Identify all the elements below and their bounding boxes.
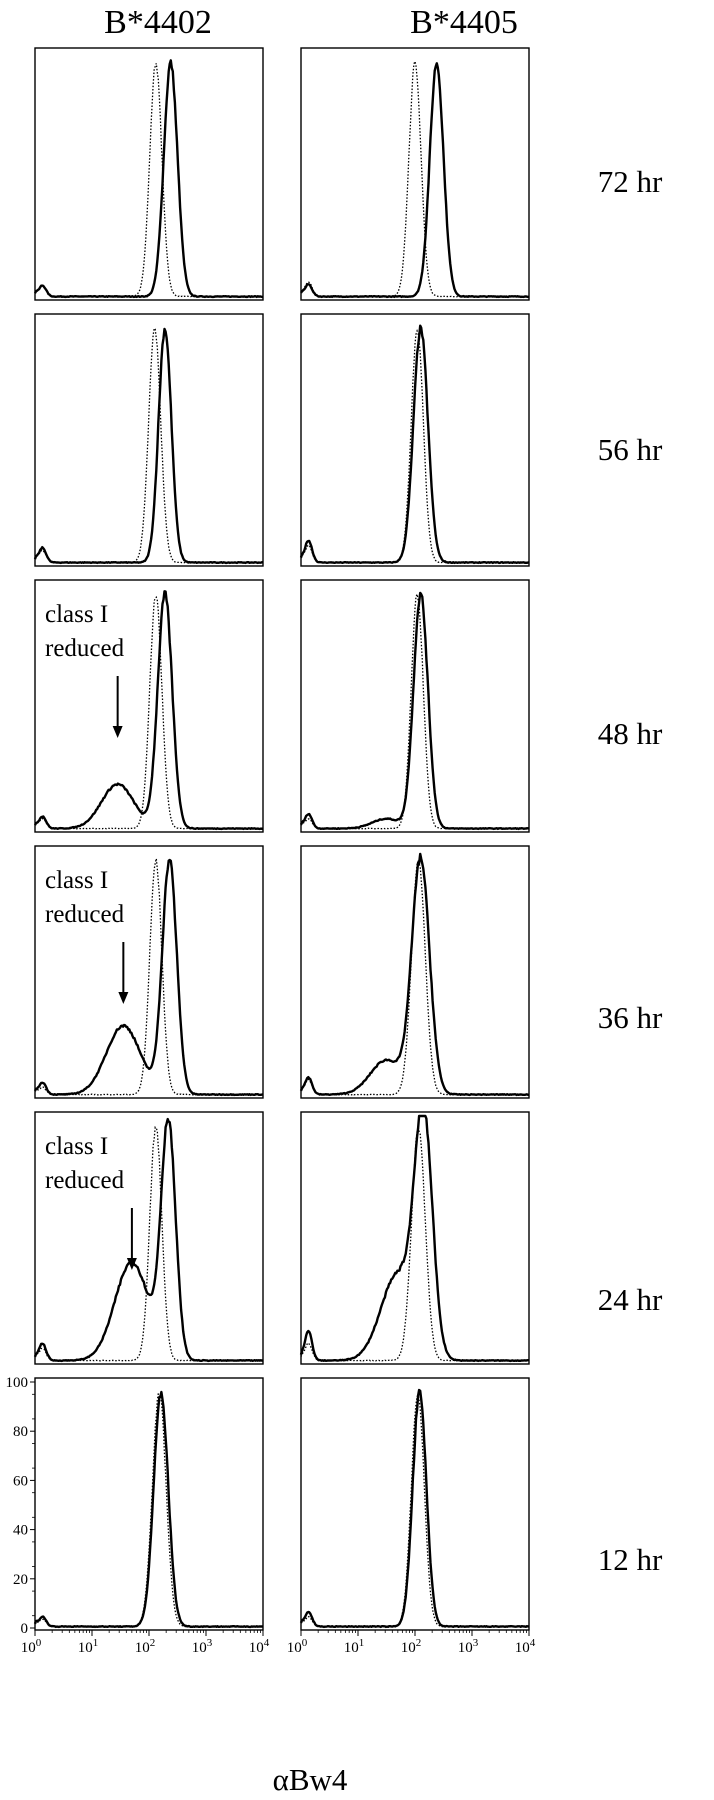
y-tick-label: 40 bbox=[13, 1523, 28, 1539]
panel-b4405-36hr bbox=[299, 845, 530, 1099]
annotation-class-i: class I bbox=[45, 1133, 108, 1160]
panel-b4402-36hr: class I reduced bbox=[33, 845, 264, 1099]
annotation-reduced: reduced bbox=[45, 1167, 125, 1194]
series-solid-line bbox=[299, 324, 530, 565]
time-label-12hr: 12 hr bbox=[598, 1542, 663, 1577]
x-tick-label: 102 bbox=[401, 1637, 422, 1656]
series-solid-line bbox=[33, 327, 264, 565]
series-solid-line bbox=[33, 59, 264, 299]
x-tick-label: 104 bbox=[249, 1637, 270, 1656]
series-solid-line bbox=[299, 852, 530, 1097]
series-dotted-line bbox=[300, 592, 530, 830]
series-solid-line bbox=[300, 62, 530, 299]
panel-b4402-24hr: class I reduced bbox=[33, 1111, 264, 1365]
arrow-head bbox=[112, 726, 123, 738]
time-label-24hr: 24 hr bbox=[598, 1282, 663, 1317]
time-label-72hr: 72 hr bbox=[598, 164, 663, 199]
panel-b4405-72hr bbox=[300, 47, 530, 301]
arrow-head bbox=[126, 1258, 137, 1270]
y-tick-label: 0 bbox=[21, 1621, 29, 1637]
series-solid-line bbox=[33, 1117, 264, 1363]
series-dotted-line bbox=[34, 327, 264, 564]
x-tick-label: 101 bbox=[78, 1637, 99, 1656]
x-tick-label: 103 bbox=[192, 1637, 213, 1656]
panel-frame bbox=[300, 313, 530, 567]
annotation-reduced: reduced bbox=[45, 635, 125, 662]
series-dotted-line bbox=[34, 63, 263, 298]
annotation-reduced: reduced bbox=[45, 901, 125, 928]
panel-frame bbox=[300, 845, 530, 1099]
x-tick-label: 102 bbox=[135, 1637, 156, 1656]
time-label-56hr: 56 hr bbox=[598, 432, 663, 467]
x-axis-label: αBw4 bbox=[273, 1762, 348, 1797]
histogram-panels: class I reduced class I reduced class I reduc… bbox=[6, 47, 536, 1656]
panel-frame bbox=[34, 47, 264, 301]
series-solid-line bbox=[299, 1114, 530, 1363]
series-solid-line bbox=[299, 591, 530, 831]
y-tick-label: 60 bbox=[13, 1473, 28, 1489]
panel-b4405-56hr bbox=[299, 313, 530, 567]
column-title-b4402: B*4402 bbox=[104, 4, 212, 41]
time-label-36hr: 36 hr bbox=[598, 1000, 663, 1035]
y-tick-label: 20 bbox=[13, 1572, 28, 1588]
annotation-class-i: class I bbox=[45, 601, 108, 628]
panel-frame bbox=[300, 579, 530, 833]
panel-frame bbox=[300, 47, 530, 301]
arrow-head bbox=[118, 992, 129, 1004]
series-dotted-line bbox=[34, 595, 264, 830]
panel-frame bbox=[34, 1377, 264, 1631]
column-title-b4405: B*4405 bbox=[410, 4, 518, 41]
x-tick-label: 103 bbox=[458, 1637, 479, 1656]
panel-b4405-24hr bbox=[299, 1111, 530, 1365]
y-tick-label: 80 bbox=[13, 1424, 28, 1440]
time-label-48hr: 48 hr bbox=[598, 716, 663, 751]
panel-frame bbox=[34, 313, 264, 567]
panel-b4402-72hr bbox=[33, 47, 264, 301]
panel-b4405-12hr: 100 101 102 103 104 bbox=[287, 1377, 536, 1656]
series-solid-line bbox=[33, 1390, 264, 1629]
x-tick-label: 104 bbox=[515, 1637, 536, 1656]
series-solid-line bbox=[33, 858, 264, 1097]
panel-b4405-48hr bbox=[299, 579, 530, 833]
series-solid-line bbox=[33, 590, 264, 831]
annotation-class-i: class I bbox=[45, 867, 108, 894]
series-solid-line bbox=[299, 1388, 530, 1629]
panel-frame bbox=[34, 1111, 264, 1365]
x-tick-label: 100 bbox=[21, 1637, 42, 1656]
panel-b4402-48hr: class I reduced bbox=[33, 579, 264, 833]
x-tick-label: 101 bbox=[344, 1637, 365, 1656]
x-tick-label: 100 bbox=[287, 1637, 308, 1656]
panel-b4402-56hr bbox=[33, 313, 264, 567]
panel-b4402-12hr: 100 101 102 103 104 0 20 40 60 80 100 bbox=[6, 1375, 270, 1656]
y-tick-label: 100 bbox=[6, 1375, 29, 1391]
